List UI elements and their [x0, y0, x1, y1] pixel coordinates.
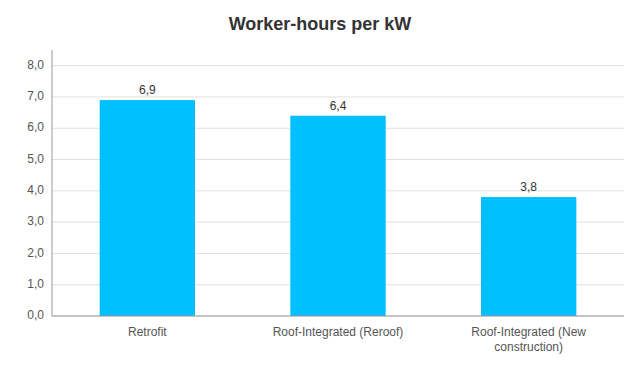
y-tick-label: 2,0	[27, 246, 44, 260]
y-tick-label: 4,0	[27, 183, 44, 197]
chart-svg: Worker-hours per kW 0,0 1,0 2,0 3,0 4,0 5,0 6,0…	[0, 0, 640, 382]
page: {"chart_data": {"type": "bar", "title": …	[0, 0, 640, 382]
x-tick-label-line: Retrofit	[128, 325, 167, 339]
chart-container: Worker-hours per kW 0,0 1,0 2,0 3,0 4,0 5,0 6,0…	[0, 0, 640, 382]
x-tick-label: Retrofit	[128, 325, 167, 339]
x-tick-label: Roof-Integrated (Reroof)	[273, 325, 404, 339]
x-tick-label-line: Roof-Integrated (New	[471, 325, 586, 339]
y-tick-label: 0,0	[27, 308, 44, 322]
bar	[481, 197, 576, 316]
y-tick-label: 1,0	[27, 277, 44, 291]
x-tick-label: Roof-Integrated (Newconstruction)	[471, 325, 586, 354]
y-tick-label: 3,0	[27, 214, 44, 228]
y-tick-label: 7,0	[27, 89, 44, 103]
grid-line	[52, 316, 624, 317]
y-tick-label: 8,0	[27, 58, 44, 72]
data-label: 6,9	[139, 83, 156, 97]
grid-line	[52, 65, 624, 66]
data-label: 6,4	[330, 99, 347, 113]
bar	[100, 100, 195, 316]
y-axis-line	[52, 50, 53, 316]
bar	[290, 116, 385, 316]
x-tick-label-line: construction)	[494, 340, 563, 354]
x-tick-label-line: Roof-Integrated (Reroof)	[273, 325, 404, 339]
y-tick-label: 6,0	[27, 120, 44, 134]
title: Worker-hours per kW	[229, 14, 412, 34]
y-tick-label: 5,0	[27, 152, 44, 166]
bars	[100, 100, 577, 316]
x-axis-line	[52, 316, 624, 317]
grid-line	[52, 96, 624, 97]
data-label: 3,8	[520, 180, 537, 194]
grid	[52, 66, 624, 316]
